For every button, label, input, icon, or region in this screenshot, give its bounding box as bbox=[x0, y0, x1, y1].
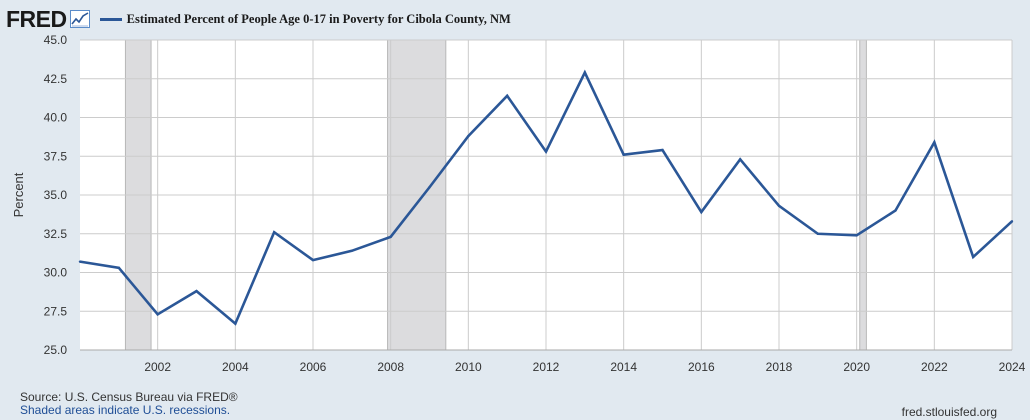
data-point bbox=[583, 71, 587, 74]
x-tick-label: 2024 bbox=[999, 360, 1026, 374]
data-point bbox=[894, 209, 897, 212]
data-point bbox=[1010, 220, 1014, 223]
fred-logo[interactable]: FRED bbox=[6, 5, 67, 32]
x-tick-label: 2006 bbox=[300, 360, 327, 374]
legend-series-title: Estimated Percent of People Age 0-17 in … bbox=[126, 11, 511, 26]
data-point bbox=[933, 141, 936, 144]
data-point bbox=[622, 153, 625, 156]
data-point bbox=[816, 232, 820, 235]
x-tick-label: 2008 bbox=[377, 360, 404, 374]
chart-header: FRED Estimated Percent of People Age 0-1… bbox=[6, 6, 511, 32]
data-point bbox=[78, 260, 82, 263]
y-tick-label: 25.0 bbox=[44, 343, 68, 357]
y-tick-label: 40.0 bbox=[44, 111, 68, 125]
data-point bbox=[389, 235, 392, 239]
y-tick-label: 37.5 bbox=[44, 149, 68, 163]
source-note: Source: U.S. Census Bureau via FRED® bbox=[20, 390, 238, 404]
recession-note: Shaded areas indicate U.S. recessions. bbox=[20, 403, 231, 417]
data-point bbox=[272, 231, 276, 234]
legend-swatch bbox=[99, 17, 122, 21]
chart-line-icon bbox=[69, 10, 90, 28]
y-tick-label: 42.5 bbox=[44, 72, 68, 86]
data-point bbox=[234, 322, 237, 325]
x-tick-label: 2004 bbox=[222, 360, 249, 374]
data-point bbox=[156, 313, 159, 316]
data-point bbox=[350, 249, 354, 252]
y-tick-label: 35.0 bbox=[44, 188, 68, 202]
data-point bbox=[971, 255, 975, 259]
y-axis-label: Percent bbox=[11, 172, 26, 217]
grid-lines bbox=[80, 39, 1013, 351]
data-point bbox=[428, 186, 431, 189]
y-tick-labels: 25.0 27.5 30.0 32.5 35.0 37.5 40.0 42.5 45.0 bbox=[44, 33, 68, 357]
data-point bbox=[777, 204, 781, 208]
data-point bbox=[544, 150, 548, 153]
data-point bbox=[505, 94, 509, 98]
x-tick-label: 2010 bbox=[455, 360, 482, 374]
y-tick-label: 32.5 bbox=[44, 227, 68, 241]
x-tick-label: 2022 bbox=[921, 360, 948, 374]
x-tick-label: 2018 bbox=[766, 360, 793, 374]
data-point bbox=[855, 234, 858, 237]
y-tick-label: 27.5 bbox=[44, 304, 68, 318]
data-point bbox=[311, 258, 315, 262]
x-tick-labels: 2002 2004 2006 2008 2010 2012 2014 2016 2018 2020… bbox=[144, 360, 1025, 374]
data-point bbox=[467, 134, 470, 138]
x-tick-label: 2020 bbox=[843, 360, 870, 374]
series-lines bbox=[78, 69, 1014, 326]
y-tick-label: 30.0 bbox=[44, 266, 68, 280]
data-point bbox=[700, 210, 703, 214]
footer-notes: Source: U.S. Census Bureau via FRED® Sha… bbox=[20, 391, 238, 417]
data-point bbox=[195, 289, 198, 293]
data-point bbox=[738, 158, 742, 161]
site-link[interactable]: fred.stlouisfed.org bbox=[901, 405, 997, 419]
x-tick-label: 2012 bbox=[533, 360, 560, 374]
x-tick-label: 2016 bbox=[688, 360, 715, 374]
x-tick-label: 2014 bbox=[610, 360, 637, 374]
x-tick-label: 2002 bbox=[144, 360, 171, 374]
y-tick-label: 45.0 bbox=[44, 33, 68, 47]
data-point bbox=[117, 266, 121, 270]
data-point bbox=[661, 148, 664, 152]
